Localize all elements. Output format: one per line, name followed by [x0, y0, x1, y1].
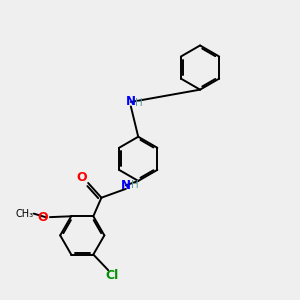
- Text: CH₃: CH₃: [16, 208, 34, 219]
- Text: H: H: [131, 180, 139, 190]
- Text: N: N: [126, 94, 136, 108]
- Text: O: O: [37, 211, 48, 224]
- Text: Cl: Cl: [105, 269, 118, 282]
- Text: N: N: [121, 179, 131, 192]
- Text: O: O: [76, 171, 87, 184]
- Text: H: H: [135, 98, 143, 108]
